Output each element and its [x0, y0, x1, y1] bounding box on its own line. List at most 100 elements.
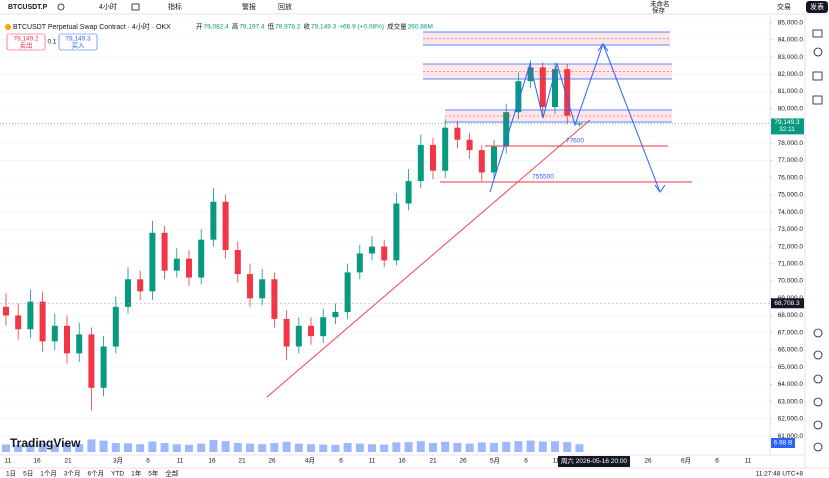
y-tick-label: 77,000.0 — [778, 157, 804, 164]
countdown: 32:11 — [779, 126, 795, 133]
indicators[interactable]: 指标 — [168, 2, 182, 11]
candle-body — [27, 301, 34, 330]
x-tick-label: 21 — [429, 458, 437, 465]
layout-name[interactable]: 未命名 — [650, 0, 670, 8]
icon[interactable] — [57, 3, 65, 11]
interval[interactable]: 4小时 — [99, 2, 117, 11]
zone — [423, 32, 670, 46]
range-button[interactable]: 1个月 — [40, 470, 57, 478]
trade[interactable]: 交易 — [777, 2, 791, 11]
y-tick-label: 73,000.0 — [778, 226, 804, 233]
volume-bar — [136, 444, 145, 452]
candle-body — [527, 67, 534, 82]
candle-body — [295, 325, 302, 347]
x-tick-label: 6 — [715, 458, 719, 465]
x-tick-label: 3月 — [113, 457, 123, 465]
candle-body — [112, 306, 119, 347]
legend-key: 收 — [303, 22, 310, 31]
candle-body — [259, 279, 266, 299]
replay[interactable]: 回放 — [278, 2, 292, 11]
spread: 0.1 — [47, 39, 56, 46]
candle-body — [247, 274, 253, 299]
buy-button[interactable] — [58, 33, 98, 51]
axes: 61,000.0 62,000.0 63,000.0 64,000.0 65,000.0… — [5, 19, 804, 467]
range-button[interactable]: YTD — [111, 471, 124, 478]
range-button[interactable]: 6个月 — [88, 470, 105, 478]
legend-value: 79,149.3 — [311, 24, 337, 31]
range-button[interactable]: 5年 — [148, 469, 159, 478]
volume-bar — [538, 441, 547, 452]
icon[interactable] — [131, 3, 140, 11]
x-tick-label: 26 — [644, 458, 652, 465]
volume-bar — [270, 443, 279, 452]
volume-bar — [246, 443, 254, 452]
x-tick-label: 11 — [553, 458, 560, 465]
y-tick-label: 75,000.0 — [778, 192, 804, 199]
icon[interactable] — [813, 328, 823, 338]
sell-button[interactable] — [6, 33, 46, 51]
volume-bar — [477, 442, 486, 452]
icon[interactable] — [813, 350, 823, 360]
candle-body — [491, 146, 497, 173]
icon[interactable] — [812, 95, 823, 105]
publish[interactable]: 发表 — [810, 2, 824, 11]
candle-body — [381, 246, 388, 261]
sell-price[interactable]: 79,149.2 — [13, 36, 39, 43]
range-button[interactable]: 全部 — [165, 469, 179, 478]
candle-body — [64, 325, 70, 354]
y-tick-label: 74,000.0 — [778, 209, 804, 216]
candle-body — [137, 279, 144, 292]
x-tick-label: 11 — [369, 458, 376, 465]
volume-bar — [282, 441, 291, 452]
volume-bar — [2, 444, 10, 452]
volume-bar — [563, 442, 572, 452]
y-tick-label: 70,000.0 — [778, 278, 804, 285]
icon[interactable] — [813, 47, 823, 57]
chart-title: BTCUSDT Perpetual Swap Contract · 4小时 · … — [13, 22, 171, 31]
x-tick-label: 16 — [208, 458, 216, 465]
y-tick-label: 68,000.0 — [778, 312, 804, 319]
icon[interactable] — [813, 442, 823, 452]
save[interactable]: 保存 — [652, 6, 666, 15]
volume-bar — [380, 444, 389, 452]
icon[interactable] — [812, 71, 823, 81]
alerts[interactable]: 警报 — [242, 2, 256, 11]
crosshair-label: 68,708.3 — [774, 300, 800, 307]
candle-body — [454, 127, 461, 140]
range-button[interactable]: 5日 — [23, 470, 33, 478]
volume-bar — [392, 442, 401, 452]
buy-price[interactable]: 79,149.3 — [65, 36, 91, 43]
candle-body — [515, 81, 522, 113]
icon[interactable] — [813, 374, 823, 384]
candle-body — [100, 346, 107, 388]
volume-bar — [490, 443, 498, 452]
x-tick-label: 6 — [146, 458, 150, 465]
volume-bar — [331, 444, 340, 452]
range-button[interactable]: 1年 — [131, 469, 142, 478]
buy[interactable]: 买入 — [72, 42, 86, 50]
x-tick-label: 5月 — [490, 457, 500, 465]
icon[interactable] — [812, 29, 823, 38]
symbol[interactable]: BTCUSDT.P — [8, 4, 48, 11]
x-tick-label: 6 — [524, 458, 528, 465]
candle-body — [283, 318, 290, 347]
sell[interactable]: 卖出 — [20, 41, 33, 50]
volume-bar — [99, 440, 108, 452]
legend-key: 高 — [232, 22, 239, 31]
volume-bar — [124, 443, 132, 452]
volume-bar — [368, 444, 376, 452]
candle-body — [369, 246, 375, 254]
icon[interactable] — [813, 420, 823, 430]
publish-button[interactable] — [806, 1, 828, 13]
candle-body — [173, 258, 180, 271]
volume-bar — [343, 443, 352, 452]
volume-bar — [355, 443, 364, 452]
range-button[interactable]: 1日 — [6, 470, 16, 478]
volume-bar — [75, 444, 84, 452]
y-tick-label: 83,000.0 — [778, 54, 804, 61]
icon[interactable] — [813, 397, 823, 407]
range-button[interactable]: 3个月 — [64, 470, 81, 478]
x-tick-label: 16 — [398, 458, 406, 465]
candle-body — [405, 181, 412, 204]
x-tick-label: 26 — [268, 458, 276, 465]
